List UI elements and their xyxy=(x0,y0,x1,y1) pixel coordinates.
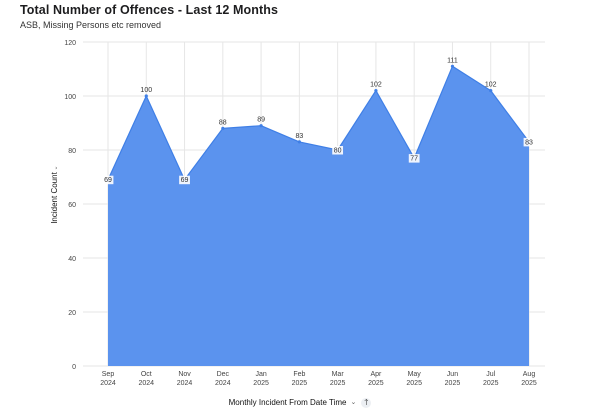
x-tick-month: Sep xyxy=(102,371,115,378)
y-tick-label: 60 xyxy=(68,202,76,209)
x-tick-year: 2025 xyxy=(368,380,384,387)
x-tick-year: 2025 xyxy=(406,380,422,387)
x-tick-month: Oct xyxy=(141,371,152,378)
data-label: 80 xyxy=(334,148,342,155)
x-tick-year: 2025 xyxy=(253,380,269,387)
y-tick-label: 20 xyxy=(68,310,76,317)
x-tick-month: Jan xyxy=(255,371,266,378)
data-label-bg xyxy=(408,154,420,163)
data-label: 77 xyxy=(410,156,418,163)
y-tick-label: 120 xyxy=(64,40,76,47)
x-tick-year: 2025 xyxy=(445,380,461,387)
x-tick-year: 2024 xyxy=(177,380,193,387)
data-label: 69 xyxy=(104,177,112,184)
x-tick-month: Dec xyxy=(217,371,230,378)
x-tick-year: 2024 xyxy=(215,380,231,387)
x-tick-month: Aug xyxy=(523,371,536,378)
data-label: 83 xyxy=(295,133,303,140)
x-axis-title[interactable]: Monthly Incident From Date Time xyxy=(228,398,347,408)
x-tick-month: Jul xyxy=(486,371,495,378)
data-point[interactable] xyxy=(144,94,148,98)
x-axis-ticks: Sep 2024 Oct 2024 Nov 2024 Dec 2024 Jan 2025 Feb 20… xyxy=(100,371,537,387)
x-tick-month: Nov xyxy=(178,371,191,378)
x-tick-label: Apr 2025 xyxy=(368,371,384,387)
data-point[interactable] xyxy=(374,89,378,93)
x-tick-label: May 2025 xyxy=(406,371,422,387)
data-point[interactable] xyxy=(489,89,493,93)
x-tick-label: Sep 2024 xyxy=(100,371,116,387)
x-tick-label: Jun 2025 xyxy=(445,371,461,387)
data-label-bg xyxy=(102,175,114,185)
data-label: 102 xyxy=(370,82,382,89)
x-axis-title-group: Monthly Incident From Date Time ⌄ 🡑 xyxy=(0,398,600,408)
data-label: 100 xyxy=(140,87,152,94)
x-tick-label: Nov 2024 xyxy=(177,371,193,387)
chart-header: Total Number of Offences - Last 12 Month… xyxy=(20,2,580,31)
y-tick-label: 0 xyxy=(72,364,76,371)
x-tick-label: Feb 2025 xyxy=(292,371,308,387)
x-tick-month: Feb xyxy=(293,371,305,378)
x-tick-label: Aug 2025 xyxy=(521,371,537,387)
data-label-bg xyxy=(523,137,535,147)
x-tick-year: 2025 xyxy=(483,380,499,387)
data-point[interactable] xyxy=(259,124,263,128)
data-label: 88 xyxy=(219,119,227,126)
y-tick-label: 100 xyxy=(64,94,76,101)
x-tick-label: Jan 2025 xyxy=(253,371,269,387)
data-label-bg xyxy=(332,146,344,155)
y-axis-ticks: 0 20 40 60 80 100 120 xyxy=(64,40,76,371)
data-point[interactable] xyxy=(450,64,455,68)
data-label-bg xyxy=(179,175,190,185)
chevron-down-icon[interactable]: ⌄ xyxy=(52,165,59,170)
x-tick-month: Jun xyxy=(447,371,458,378)
x-tick-label: Jul 2025 xyxy=(483,371,499,387)
data-label: 69 xyxy=(181,177,189,184)
data-point[interactable] xyxy=(297,140,301,144)
x-tick-label: Dec 2024 xyxy=(215,371,231,387)
y-tick-label: 40 xyxy=(68,256,76,263)
y-axis-title: Incident Count xyxy=(50,171,59,223)
data-point[interactable] xyxy=(221,126,225,130)
chart-subtitle: ASB, Missing Persons etc removed xyxy=(20,20,162,30)
x-tick-year: 2025 xyxy=(292,380,308,387)
data-label: 83 xyxy=(525,139,533,146)
x-tick-year: 2025 xyxy=(330,380,346,387)
x-tick-label: Mar 2025 xyxy=(330,371,346,387)
x-tick-month: Apr xyxy=(370,371,382,378)
data-label: 102 xyxy=(485,82,497,89)
x-tick-year: 2025 xyxy=(521,380,537,387)
chart-title: Total Number of Offences - Last 12 Month… xyxy=(20,3,279,17)
x-tick-month: Mar xyxy=(332,371,345,378)
area-fill xyxy=(108,66,529,367)
arrow-up-icon[interactable]: 🡑 xyxy=(361,398,372,408)
y-axis-title-group[interactable]: Incident Count ⌄ xyxy=(50,165,59,223)
area-series xyxy=(106,64,531,367)
x-tick-month: May xyxy=(408,371,422,378)
data-labels: 69 100 69 88 89 83 80 102 77 111 102 83 xyxy=(102,57,535,185)
data-label: 89 xyxy=(257,117,265,124)
data-label: 111 xyxy=(447,57,458,64)
x-tick-year: 2024 xyxy=(138,380,154,387)
x-tick-label: Oct 2024 xyxy=(138,371,154,387)
chevron-down-icon[interactable]: ⌄ xyxy=(350,399,357,406)
x-tick-year: 2024 xyxy=(100,380,116,387)
series-line xyxy=(107,65,530,181)
y-tick-label: 80 xyxy=(68,148,76,155)
